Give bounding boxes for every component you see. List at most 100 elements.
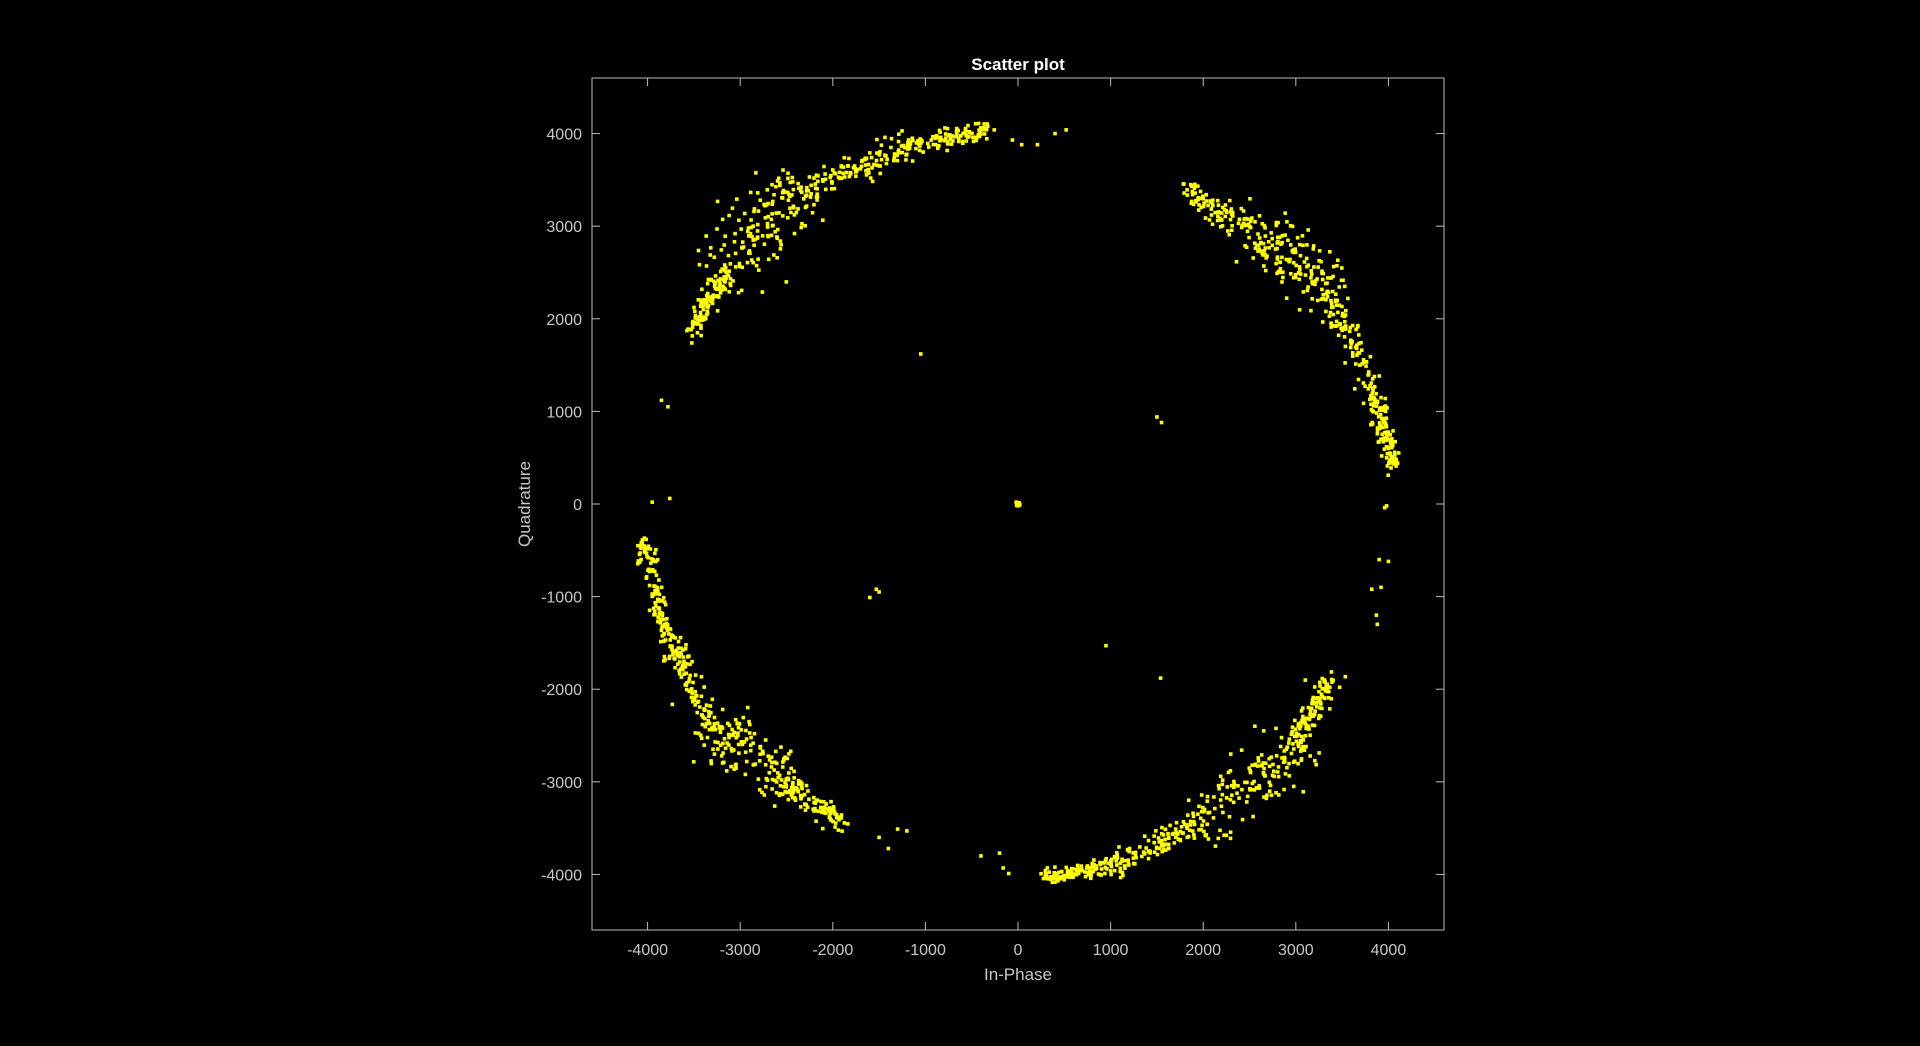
scatter-point <box>1361 358 1366 362</box>
scatter-point <box>971 135 975 140</box>
scatter-point <box>831 819 835 824</box>
scatter-point <box>1298 724 1303 729</box>
scatter-point <box>1356 377 1361 382</box>
scatter-point <box>1311 247 1316 251</box>
scatter-point <box>1354 343 1359 348</box>
scatter-point <box>1247 235 1251 240</box>
scatter-point <box>1295 235 1300 240</box>
scatter-point <box>754 263 759 268</box>
scatter-point <box>827 809 832 814</box>
scatter-point <box>657 592 662 597</box>
scatter-point <box>1267 246 1271 250</box>
scatter-point <box>1185 813 1190 817</box>
scatter-point <box>1257 247 1261 252</box>
scatter-point <box>1199 205 1204 210</box>
scatter-point <box>1329 321 1333 326</box>
scatter-point <box>802 197 806 201</box>
scatter-point <box>1274 220 1279 225</box>
axis-ticks: -4000 -3000 -2000 -1000 0 1000 2000 3000 4000 -40… <box>541 78 1444 959</box>
scatter-point <box>667 496 672 501</box>
scatter-point <box>1192 820 1196 824</box>
scatter-point <box>886 846 891 851</box>
scatter-point <box>720 761 725 765</box>
scatter-point <box>689 695 694 700</box>
scatter-point <box>820 826 825 831</box>
scatter-point <box>734 265 738 269</box>
scatter-point <box>812 800 816 805</box>
scatter-point <box>705 281 710 286</box>
scatter-point <box>1340 304 1344 309</box>
x-tick-label: -2000 <box>812 942 853 959</box>
scatter-point <box>1202 809 1206 814</box>
scatter-point <box>1205 799 1210 803</box>
scatter-point <box>1340 311 1345 316</box>
scatter-point <box>839 813 844 817</box>
scatter-point <box>796 778 801 783</box>
scatter-point <box>758 198 763 202</box>
scatter-point <box>1370 391 1375 395</box>
scatter-point <box>1294 739 1299 744</box>
scatter-point <box>680 663 685 668</box>
scatter-point <box>662 631 667 636</box>
scatter-point <box>681 667 685 672</box>
scatter-point <box>774 761 779 766</box>
scatter-point <box>1303 678 1308 682</box>
scatter-point <box>1062 877 1067 882</box>
scatter-point <box>792 769 796 774</box>
scatter-point <box>961 131 965 136</box>
scatter-point <box>770 199 775 204</box>
scatter-point <box>1235 791 1239 796</box>
scatter-point <box>1154 846 1159 850</box>
scatter-point <box>914 146 918 151</box>
scatter-point <box>770 202 775 206</box>
scatter-point <box>1178 837 1182 842</box>
scatter-point <box>1328 685 1332 689</box>
scatter-point <box>1161 833 1166 837</box>
scatter-point <box>1085 870 1090 875</box>
scatter-point <box>1133 853 1138 858</box>
scatter-point <box>796 789 800 794</box>
scatter-point <box>1384 416 1389 421</box>
scatter-point <box>696 248 701 253</box>
scatter-point <box>875 137 879 142</box>
scatter-point <box>1314 704 1319 709</box>
scatter-point <box>1216 836 1221 841</box>
x-tick-label: 4000 <box>1371 942 1407 959</box>
scatter-point <box>1192 822 1197 827</box>
scatter-point <box>1211 816 1216 820</box>
scatter-point <box>1228 209 1233 214</box>
scatter-point <box>1216 783 1221 788</box>
scatter-point <box>730 749 734 753</box>
scatter-point <box>1374 391 1378 396</box>
scatter-point <box>1313 758 1317 763</box>
scatter-point <box>1343 674 1348 679</box>
scatter-point <box>813 182 818 186</box>
scatter-point <box>785 190 790 195</box>
scatter-point <box>1291 261 1296 265</box>
scatter-point <box>851 165 856 170</box>
scatter-point <box>1304 716 1309 720</box>
scatter-point <box>1172 841 1177 845</box>
scatter-point <box>960 139 965 144</box>
scatter-point <box>1229 783 1234 788</box>
scatter-point <box>1144 846 1148 850</box>
scatter-point <box>815 798 820 802</box>
scatter-point <box>695 710 700 715</box>
scatter-point <box>1106 861 1111 865</box>
scatter-point <box>636 543 640 548</box>
scatter-point <box>1260 764 1264 768</box>
scatter-point <box>710 301 715 306</box>
scatter-point <box>1140 854 1144 859</box>
scatter-point <box>677 668 681 673</box>
scatter-point <box>961 141 965 146</box>
scatter-point <box>719 754 724 758</box>
scatter-point <box>836 175 841 180</box>
scatter-point <box>638 551 642 555</box>
scatter-point <box>1343 324 1348 328</box>
scatter-point <box>636 559 641 563</box>
scatter-point <box>781 168 785 172</box>
scatter-point <box>737 751 741 755</box>
scatter-point <box>711 747 715 752</box>
scatter-point <box>1370 377 1375 381</box>
scatter-point <box>688 673 692 678</box>
